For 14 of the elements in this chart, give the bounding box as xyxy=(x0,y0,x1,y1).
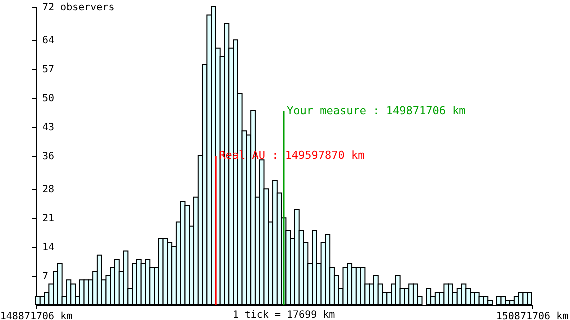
ref-line-label: Your measure : 149871706 km xyxy=(287,104,466,118)
y-tick-label: 28 xyxy=(42,184,55,196)
y-tick-label: 7 xyxy=(42,272,49,283)
y-tick-label: 21 xyxy=(42,214,55,225)
y-tick-label: 36 xyxy=(42,152,55,162)
y-tick-label: 57 xyxy=(42,64,55,76)
y-tick-label: 64 xyxy=(42,36,55,47)
y-tick-label: 50 xyxy=(42,94,55,105)
text: 1 tick = 17699 km xyxy=(232,310,336,320)
y-tick-label: 43 xyxy=(42,122,55,134)
y-tick-label: 14 xyxy=(42,242,55,254)
x-tick-label: 148871706 km xyxy=(0,312,73,320)
x-tick-label: 150871706 km xyxy=(496,312,569,320)
y-tick-label: 72 observers xyxy=(42,2,115,14)
